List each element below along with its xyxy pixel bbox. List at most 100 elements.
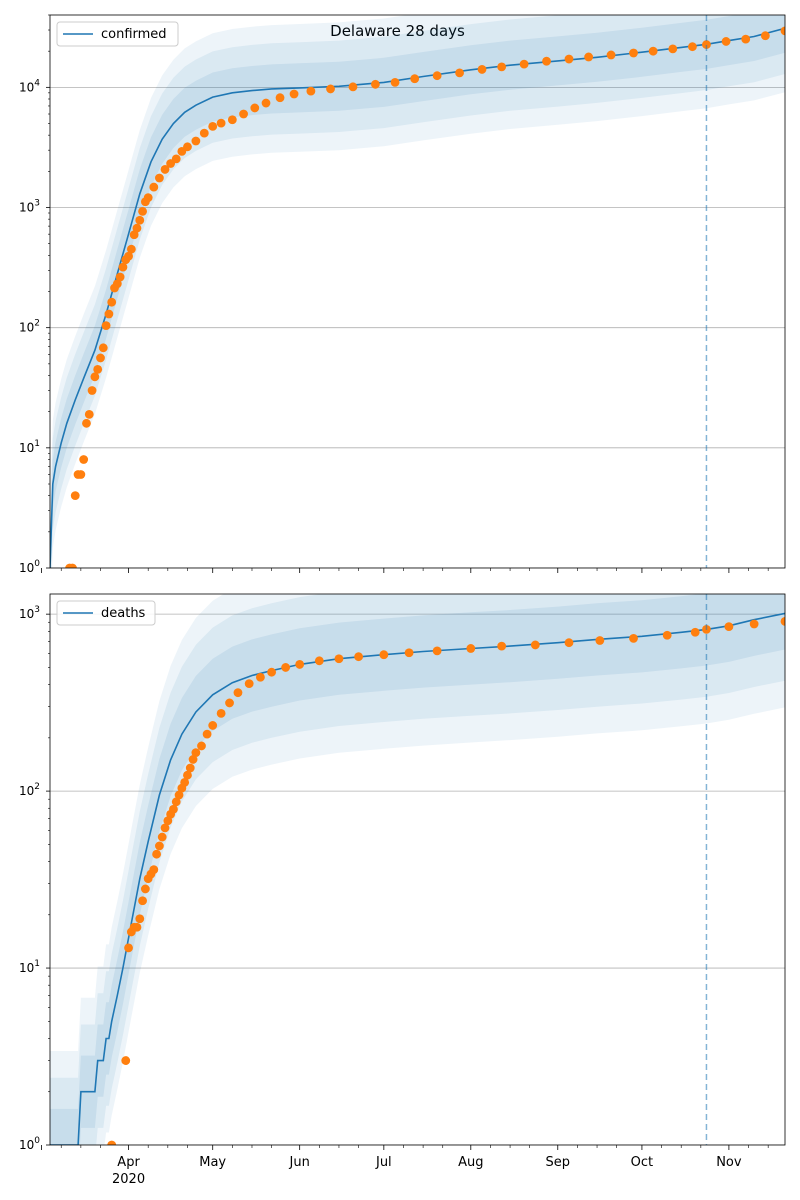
observed-point [107,297,117,307]
observed-point [132,922,142,932]
observed-point [208,121,218,131]
month-label: Jul [375,1155,392,1170]
observed-point [160,165,170,174]
observed-point [267,667,277,677]
observed-point [155,841,164,851]
month-label: Jun [289,1155,310,1170]
observed-point [171,154,181,164]
observed-point [160,823,170,833]
y-tick-label: 103 [19,605,40,621]
observed-point [256,672,265,682]
observed-point [233,688,243,698]
y-tick-exponent: 3 [34,605,40,615]
observed-point [690,627,700,637]
observed-point [152,849,162,859]
y-tick-exponent: 0 [34,559,40,569]
month-label: Apr [117,1155,140,1170]
observed-point [390,77,400,87]
observed-point [780,617,785,626]
y-tick-exponent: 0 [34,1136,40,1146]
uncertainty-band [50,15,785,568]
observed-point [530,640,540,650]
observed-point [780,26,785,36]
observed-point [404,648,414,658]
observed-point [149,865,159,875]
observed-point [169,804,178,814]
observed-point [138,207,147,216]
observed-point [79,455,89,464]
observed-point [107,1140,117,1145]
observed-point [70,491,80,501]
month-label: Aug [458,1155,483,1170]
observed-point [191,136,201,146]
observed-point [84,409,94,419]
observed-point [183,142,192,152]
plot-area [50,594,785,1145]
observed-point [126,244,136,254]
observed-point [155,173,164,183]
observed-point [216,708,226,718]
observed-point [721,37,731,46]
y-tick-label: 102 [19,319,40,335]
observed-point [143,193,153,203]
observed-point [216,118,226,128]
observed-point [118,262,128,272]
observed-point [135,215,145,225]
y-tick-label: 101 [19,439,40,455]
observed-point [199,128,209,138]
observed-point [68,563,77,568]
y-tick-exponent: 4 [34,78,40,88]
observed-point [668,44,678,54]
observed-point [250,103,260,113]
observed-point [497,641,507,651]
observed-point [542,56,551,66]
y-tick-exponent: 2 [34,782,40,792]
plot-frame [49,593,786,1146]
observed-point [749,619,759,629]
y-tick-label: 100 [19,559,40,575]
observed-point [354,652,363,662]
confirmed-panel: 100 101 102 103 1 0 4 confirmed [19,14,786,575]
legend-box [56,21,179,47]
observed-point [662,630,672,640]
observed-point [124,943,133,953]
month-label: Sep [546,1155,571,1170]
model-line [50,612,785,1145]
plot-area [50,15,785,568]
observed-point [334,654,344,664]
uncertainty-band [50,594,785,1145]
y-tick-exponent: 1 [34,959,40,969]
observed-point [244,679,254,689]
observed-point [584,52,594,62]
plot-frame [49,14,786,569]
y-tick-label: 103 [19,199,40,215]
observed-point [564,638,574,648]
observed-point [76,470,86,479]
observed-point [225,698,234,708]
year-label: 2020 [112,1172,145,1187]
observed-point [648,46,658,56]
observed-point [760,31,770,41]
observed-point [497,62,507,72]
observed-point [348,82,358,92]
y-tick-exponent: 1 [34,439,40,449]
observed-point [519,59,529,69]
observed-point [135,914,145,924]
observed-point [741,34,751,44]
observed-point [202,729,212,739]
observed-point [140,884,150,894]
y-tick-label: 100 [19,1136,40,1152]
observed-point [410,74,420,84]
observed-point [466,644,476,653]
month-label: Oct [631,1155,653,1170]
month-label: Nov [716,1155,742,1170]
observed-point [132,223,142,233]
figure-title: Delaware 28 days [330,22,465,40]
observed-point [724,622,734,632]
observed-point [606,50,616,60]
observed-point [314,656,324,666]
observed-point [157,832,167,842]
legend-label: confirmed [101,27,167,42]
